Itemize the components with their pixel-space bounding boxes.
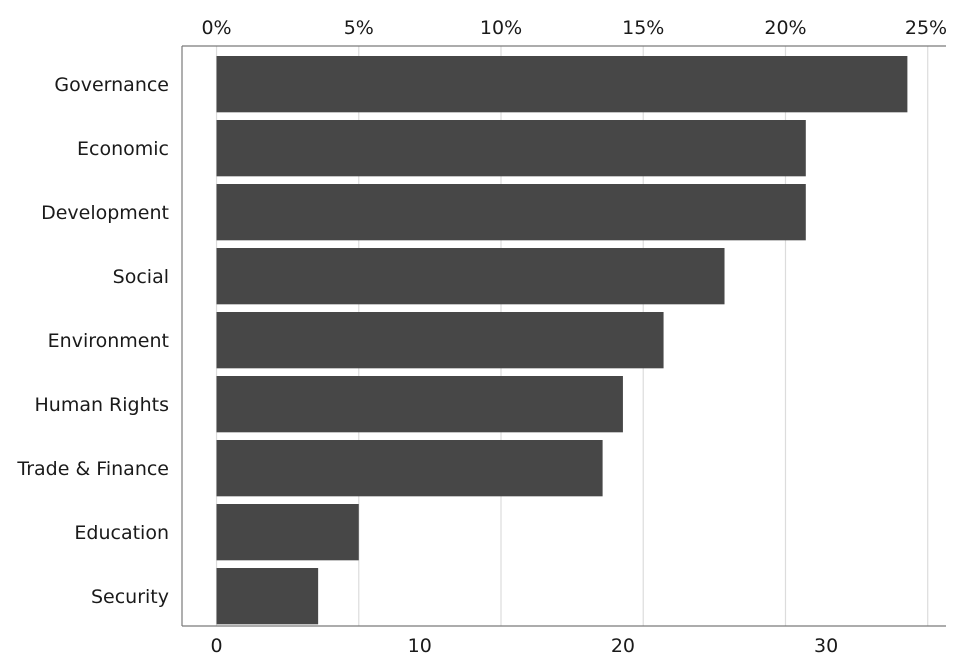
top-tick-label: 10% bbox=[480, 17, 522, 39]
bar bbox=[216, 440, 603, 497]
category-label: Governance bbox=[54, 74, 169, 96]
axes bbox=[181, 45, 946, 627]
bar bbox=[216, 376, 623, 433]
category-label: Education bbox=[74, 522, 169, 544]
top-tick-labels: 0% 5% 10% 15% 20% 25% bbox=[201, 17, 947, 39]
bottom-tick-label: 10 bbox=[408, 635, 432, 657]
category-label: Economic bbox=[77, 138, 169, 160]
bottom-tick-label: 0 bbox=[210, 635, 222, 657]
bar bbox=[216, 184, 806, 241]
top-tick-label: 25% bbox=[905, 17, 947, 39]
category-label: Social bbox=[113, 266, 169, 288]
bar bbox=[216, 120, 806, 177]
top-tick-label: 15% bbox=[622, 17, 664, 39]
category-labels: Governance Economic Development Social Envir… bbox=[16, 74, 169, 608]
bar bbox=[216, 568, 319, 625]
bottom-tick-labels: 0 10 20 30 bbox=[210, 635, 838, 657]
top-tick-label: 5% bbox=[344, 17, 374, 39]
bars bbox=[216, 56, 908, 625]
bar bbox=[216, 56, 908, 113]
bottom-tick-label: 20 bbox=[611, 635, 635, 657]
category-label: Trade & Finance bbox=[16, 458, 169, 480]
category-label: Development bbox=[41, 202, 169, 224]
bar bbox=[216, 248, 725, 305]
top-tick-label: 0% bbox=[201, 17, 231, 39]
category-label: Security bbox=[91, 586, 169, 608]
bar bbox=[216, 504, 359, 561]
bottom-tick-label: 30 bbox=[814, 635, 838, 657]
bar bbox=[216, 312, 664, 369]
top-tick-label: 20% bbox=[764, 17, 806, 39]
category-label: Human Rights bbox=[35, 394, 170, 416]
category-label: Environment bbox=[48, 330, 169, 352]
